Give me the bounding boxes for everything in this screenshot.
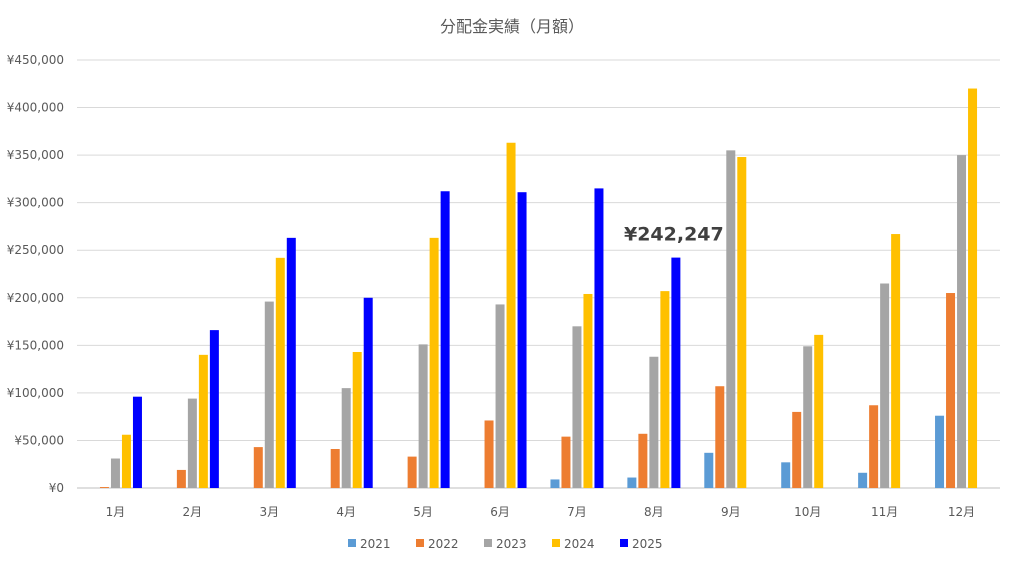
- bar-2023-5: [418, 344, 428, 488]
- legend-label-2024: 2024: [564, 537, 595, 551]
- bar-2025-8: [671, 257, 681, 488]
- y-tick-label: ¥250,000: [7, 243, 64, 257]
- legend-swatch-2025: [620, 539, 628, 547]
- bar-2023-3: [264, 301, 274, 488]
- bar-2024-9: [737, 157, 747, 488]
- x-tick-label: 2月: [183, 505, 203, 519]
- annotation: ¥242,247: [624, 224, 724, 246]
- legend-swatch-2021: [348, 539, 356, 547]
- y-tick-label: ¥200,000: [7, 291, 64, 305]
- chart-title: 分配金実績（月額）: [440, 17, 584, 36]
- bar-2023-4: [341, 388, 351, 488]
- bar-2023-11: [880, 283, 890, 488]
- x-axis: 1月 2月 3月 4月 5月 6月 7月 8月 9月 10月 11月 12月: [106, 505, 976, 519]
- x-tick-label: 11月: [871, 505, 898, 519]
- bar-2022-11: [869, 405, 879, 488]
- x-tick-label: 4月: [336, 505, 356, 519]
- bar-2024-8: [660, 291, 670, 488]
- bar-2025-3: [286, 237, 296, 488]
- bar-2023-1: [110, 458, 120, 488]
- bar-2024-7: [583, 293, 593, 488]
- bar-2022-6: [484, 420, 494, 488]
- gridlines: [77, 59, 1000, 489]
- y-tick-label: ¥0: [49, 481, 64, 495]
- legend-label-2023: 2023: [496, 537, 527, 551]
- bar-2022-5: [407, 456, 417, 488]
- data-label: ¥242,247: [624, 224, 724, 246]
- bar-2024-5: [429, 237, 439, 488]
- bar-2024-11: [891, 234, 901, 488]
- bar-2021-10: [781, 462, 791, 488]
- x-tick-label: 12月: [948, 505, 975, 519]
- bar-2022-10: [792, 411, 802, 488]
- bar-2021-12: [935, 415, 945, 488]
- y-tick-label: ¥450,000: [7, 53, 64, 67]
- x-tick-label: 3月: [259, 505, 279, 519]
- bar-2023-12: [957, 155, 967, 488]
- bar-2024-10: [814, 334, 824, 488]
- bar-2025-2: [209, 330, 219, 488]
- bar-2024-3: [275, 257, 285, 488]
- bar-2022-3: [253, 447, 263, 488]
- bar-2024-6: [506, 142, 516, 488]
- legend: 2021 2022 2023 2024 2025: [348, 537, 663, 551]
- y-tick-label: ¥350,000: [7, 148, 64, 162]
- legend-swatch-2023: [484, 539, 492, 547]
- y-tick-label: ¥400,000: [7, 101, 64, 115]
- legend-swatch-2024: [552, 539, 560, 547]
- bar-2023-9: [726, 150, 736, 488]
- bar-2024-1: [121, 434, 131, 488]
- bar-2024-2: [198, 354, 208, 488]
- bar-2024-12: [968, 88, 978, 489]
- x-tick-label: 6月: [490, 505, 510, 519]
- bar-2025-1: [132, 396, 142, 488]
- bar-2022-7: [561, 436, 571, 488]
- legend-label-2025: 2025: [632, 537, 663, 551]
- bar-2024-4: [352, 351, 362, 488]
- bar-2023-10: [803, 346, 813, 488]
- bar-2023-6: [495, 304, 505, 488]
- bar-2021-9: [704, 452, 714, 488]
- bar-2022-2: [176, 469, 186, 488]
- x-tick-label: 1月: [106, 505, 126, 519]
- bars: [99, 88, 978, 489]
- bar-2022-1: [99, 487, 109, 488]
- bar-2021-11: [858, 472, 868, 488]
- legend-swatch-2022: [416, 539, 424, 547]
- bar-2021-7: [550, 479, 560, 488]
- bar-2021-8: [627, 477, 637, 488]
- x-tick-label: 7月: [567, 505, 587, 519]
- legend-label-2022: 2022: [428, 537, 459, 551]
- y-tick-label: ¥300,000: [7, 196, 64, 210]
- x-tick-label: 8月: [644, 505, 664, 519]
- bar-2023-2: [187, 398, 197, 488]
- bar-2025-5: [440, 191, 450, 488]
- bar-2022-4: [330, 449, 340, 488]
- bar-2023-8: [649, 356, 659, 488]
- bar-2022-8: [638, 433, 648, 488]
- bar-2025-6: [517, 192, 527, 488]
- y-tick-label: ¥150,000: [7, 338, 64, 352]
- x-tick-label: 5月: [413, 505, 433, 519]
- y-tick-label: ¥50,000: [14, 433, 64, 447]
- x-tick-label: 10月: [794, 505, 821, 519]
- legend-label-2021: 2021: [360, 537, 391, 551]
- x-tick-label: 9月: [721, 505, 741, 519]
- bar-2025-4: [363, 297, 373, 488]
- y-axis: ¥0 ¥50,000 ¥100,000 ¥150,000 ¥200,000 ¥250,00…: [7, 53, 64, 495]
- bar-2023-7: [572, 326, 582, 488]
- bar-2025-7: [594, 188, 604, 488]
- bar-2022-12: [946, 293, 956, 488]
- y-tick-label: ¥100,000: [7, 386, 64, 400]
- bar-2022-9: [715, 386, 725, 488]
